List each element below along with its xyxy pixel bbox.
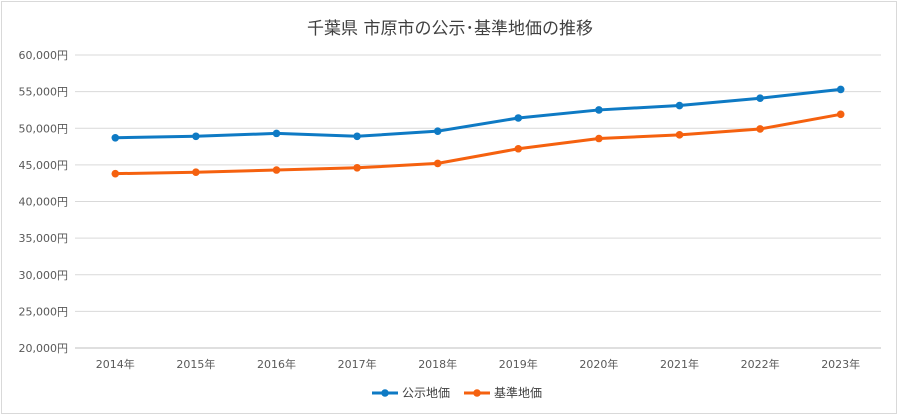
series-2-point: [756, 125, 764, 133]
series-1-point: [272, 129, 281, 138]
series-1-point: [192, 132, 200, 141]
series-1-point: [353, 132, 361, 141]
series-group: [111, 85, 845, 178]
y-axis-ticks: 20,000円 25,000円 30,000円 35,000円 40,000円 45,00…: [19, 49, 69, 355]
series-1-point: [433, 127, 442, 135]
x-tick-label: 2018年: [418, 357, 457, 371]
series-line-1: [115, 87, 841, 140]
x-tick-label: 2019年: [499, 357, 538, 371]
x-tick-label: 2022年: [741, 357, 780, 371]
y-tick-label: 45,000円: [19, 159, 69, 172]
series-2-point: [836, 110, 845, 119]
x-tick-label: 2016年: [257, 357, 296, 371]
series-2-point: [353, 164, 361, 172]
x-tick-label: 2020年: [579, 357, 618, 371]
chart-title: 千葉県 市原市の公示･基準地価の推移: [307, 19, 593, 39]
series-2-point: [595, 134, 603, 143]
x-tick-label: 2015年: [176, 357, 215, 371]
legend-marker-1: [381, 389, 389, 397]
x-tick-label: 2023年: [821, 357, 860, 371]
series-1-point: [675, 101, 684, 110]
y-tick-label: 40,000円: [19, 196, 69, 209]
x-tick-label: 2021年: [660, 357, 699, 371]
y-tick-label: 35,000円: [19, 232, 69, 245]
y-tick-label: 25,000円: [19, 305, 69, 318]
legend-label-1: 公示地価: [402, 386, 450, 400]
legend: 公示地価 基準地価: [372, 385, 542, 400]
y-tick-label: 55,000円: [19, 86, 69, 99]
x-axis-ticks: 2014年 2015年 2016年 2017年 2018年 2019年 2020年 2021年…: [96, 357, 860, 371]
series-2-point: [433, 159, 442, 168]
series-2-point: [272, 166, 281, 174]
series-2-point: [192, 168, 200, 176]
y-tick-label: 60,000円: [19, 49, 69, 62]
series-1-point: [514, 114, 523, 122]
y-tick-label: 30,000円: [19, 269, 69, 282]
series-2-point: [675, 131, 684, 139]
series-1-point: [836, 85, 845, 94]
grid-lines: [75, 54, 881, 349]
series-line-2: [115, 112, 841, 176]
series-1-point: [111, 133, 120, 142]
x-tick-label: 2017年: [338, 357, 377, 371]
y-tick-label: 50,000円: [19, 122, 69, 135]
y-tick-label: 20,000円: [19, 342, 69, 355]
x-tick-label: 2014年: [96, 357, 135, 371]
series-2-point: [514, 144, 523, 153]
series-1-point: [756, 94, 764, 103]
legend-label-2: 基準地価: [494, 385, 542, 400]
series-1-point: [595, 106, 603, 114]
series-2-point: [111, 169, 120, 178]
legend-marker-2: [473, 389, 481, 397]
